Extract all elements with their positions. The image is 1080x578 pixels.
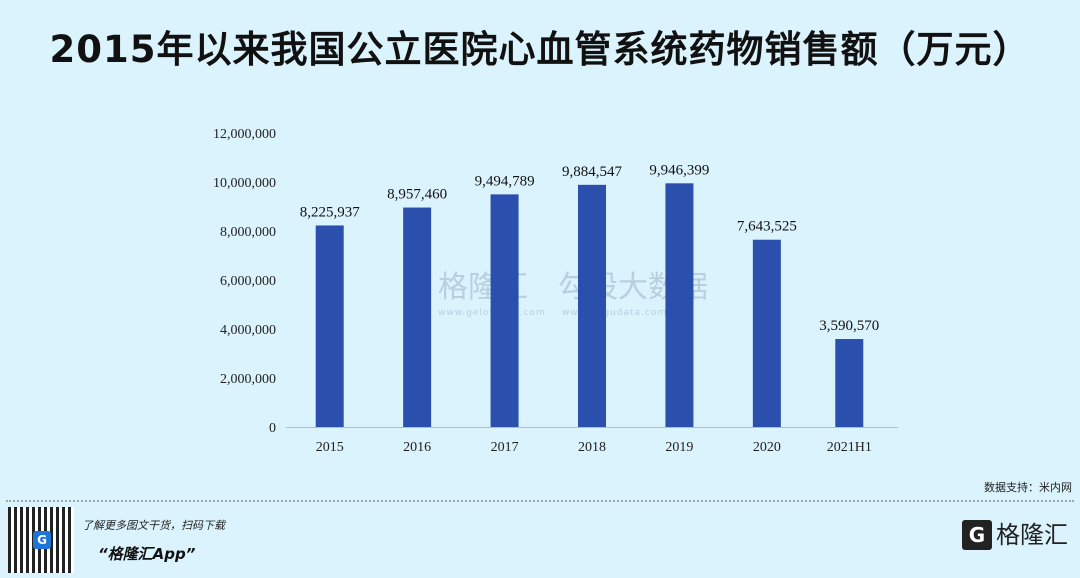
bar-2017	[490, 194, 519, 427]
bar-2018	[578, 184, 606, 427]
brand-name: 格隆汇	[996, 521, 1068, 549]
bar-2021H1	[835, 339, 864, 427]
bar-2019	[665, 183, 694, 427]
promo-app-name: “格隆汇App”	[98, 545, 196, 563]
y-tick-label: 2,000,000	[220, 372, 276, 387]
brand-logo: G 格隆汇	[962, 520, 1068, 550]
y-tick-label: 10,000,000	[213, 176, 276, 191]
data-label: 8,957,460	[387, 187, 447, 203]
qr-code	[8, 507, 74, 573]
divider	[6, 500, 1074, 502]
watermark-gogudata-url: www.gogudata.com	[562, 308, 668, 318]
brand-g-icon: G	[962, 520, 992, 550]
bar-2016	[403, 207, 432, 427]
x-tick-label: 2019	[665, 440, 693, 455]
y-tick-label: 6,000,000	[220, 274, 276, 289]
data-label: 3,590,570	[819, 318, 879, 334]
y-tick-label: 12,000,000	[213, 127, 276, 142]
data-source: 数据支持：米内网	[984, 481, 1072, 494]
qr-logo-icon: G	[33, 531, 51, 549]
x-tick-label: 2017	[491, 440, 519, 455]
promo-text: 了解更多图文干货，扫码下载	[82, 519, 225, 532]
y-tick-label: 4,000,000	[220, 323, 276, 338]
data-label: 7,643,525	[737, 219, 797, 235]
data-label: 9,884,547	[562, 164, 623, 180]
data-label: 9,494,789	[475, 173, 535, 189]
x-tick-label: 2015	[316, 440, 344, 455]
chart-title: 2015年以来我国公立医院心血管系统药物销售额（万元）	[49, 28, 1031, 71]
data-label: 8,225,937	[300, 204, 361, 220]
bar-2015	[315, 225, 344, 427]
y-tick-label: 0	[269, 421, 276, 436]
x-tick-label: 2016	[403, 440, 431, 455]
bar-2020	[752, 239, 781, 427]
x-tick-label: 2018	[578, 440, 606, 455]
x-tick-label: 2021H1	[827, 440, 872, 455]
x-tick-label: 2020	[753, 440, 781, 455]
data-label: 9,946,399	[649, 162, 709, 178]
y-tick-label: 8,000,000	[220, 225, 276, 240]
